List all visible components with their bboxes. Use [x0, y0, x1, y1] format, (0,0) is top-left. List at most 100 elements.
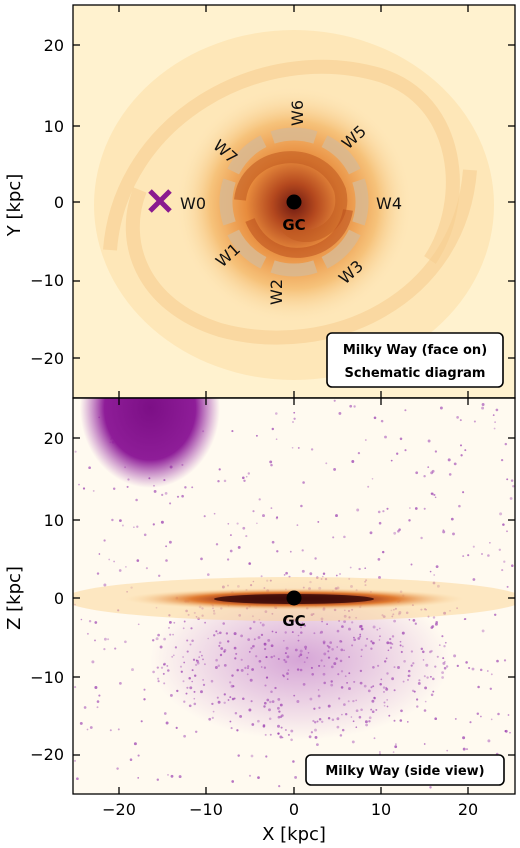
- star-particle: [370, 647, 373, 650]
- star-particle: [186, 650, 189, 653]
- bottom-legend: Milky Way (side view): [305, 754, 505, 786]
- star-particle: [190, 627, 193, 630]
- star-particle: [351, 740, 355, 744]
- star-particle: [331, 648, 334, 651]
- galactic-center-dot: [286, 194, 302, 210]
- star-particle: [293, 417, 296, 420]
- star-particle: [459, 444, 463, 447]
- star-particle: [336, 725, 340, 729]
- star-particle: [407, 674, 410, 677]
- star-particle: [217, 664, 221, 668]
- star-particle: [279, 735, 283, 739]
- star-particle: [210, 679, 214, 683]
- star-particle: [383, 704, 386, 707]
- star-particle: [460, 454, 463, 457]
- star-particle: [290, 738, 293, 742]
- star-particle: [302, 683, 306, 686]
- star-particle: [182, 656, 184, 658]
- star-particle: [299, 626, 303, 629]
- star-particle: [410, 664, 413, 667]
- star-particle: [416, 705, 419, 708]
- star-particle: [504, 730, 507, 733]
- star-particle: [193, 697, 196, 700]
- star-particle: [373, 416, 377, 420]
- star-particle: [267, 638, 271, 642]
- observer-cross-marker: [148, 189, 172, 213]
- star-particle: [225, 632, 229, 635]
- star-particle: [304, 624, 306, 627]
- star-particle: [303, 661, 306, 663]
- star-particle: [489, 542, 491, 544]
- star-particle: [299, 653, 303, 657]
- star-particle: [114, 647, 117, 650]
- star-particle: [481, 406, 485, 410]
- star-particle: [250, 754, 254, 758]
- star-particle: [152, 670, 155, 674]
- star-particle: [321, 620, 324, 623]
- star-particle: [230, 727, 233, 730]
- star-particle: [434, 665, 437, 668]
- star-particle: [282, 639, 285, 642]
- star-particle: [490, 718, 493, 721]
- star-particle: [377, 558, 381, 561]
- star-particle: [418, 679, 421, 682]
- star-particle: [325, 462, 328, 465]
- star-particle: [439, 406, 443, 410]
- star-particle: [333, 399, 336, 402]
- star-particle: [214, 666, 218, 669]
- star-particle: [117, 728, 120, 731]
- star-particle: [266, 698, 270, 702]
- star-particle: [364, 720, 368, 724]
- star-particle: [191, 486, 194, 489]
- star-particle: [271, 700, 275, 703]
- star-particle: [377, 510, 381, 514]
- star-particle: [322, 672, 326, 676]
- star-particle: [434, 717, 438, 721]
- star-particle: [300, 631, 303, 634]
- star-particle: [404, 449, 407, 452]
- star-particle: [202, 658, 204, 661]
- star-particle: [160, 520, 164, 524]
- star-particle: [223, 693, 226, 696]
- top-legend-line-1: Milky Way (face on): [343, 343, 487, 358]
- star-particle: [129, 758, 133, 761]
- star-particle: [323, 681, 326, 685]
- star-particle: [379, 683, 382, 686]
- star-particle: [436, 655, 439, 658]
- star-particle: [172, 654, 175, 657]
- star-particle: [223, 701, 226, 705]
- star-particle: [140, 720, 143, 723]
- star-particle: [371, 478, 374, 480]
- star-particle: [498, 548, 501, 551]
- star-particle: [103, 583, 107, 587]
- star-particle: [310, 666, 313, 669]
- star-particle: [430, 626, 434, 629]
- star-particle: [236, 729, 239, 732]
- star-particle: [377, 664, 380, 667]
- top-legend-box: [326, 332, 504, 388]
- star-particle: [259, 621, 262, 624]
- wedge-label-w0: W0: [180, 194, 206, 213]
- star-particle: [275, 517, 279, 520]
- star-particle: [386, 699, 389, 701]
- star-particle: [133, 742, 137, 746]
- star-particle: [247, 472, 251, 475]
- bottom-y-tick-label: 20: [44, 429, 64, 448]
- star-particle: [181, 494, 184, 498]
- star-particle: [286, 672, 289, 675]
- star-particle: [494, 421, 496, 423]
- star-particle: [222, 622, 225, 625]
- star-particle: [264, 733, 267, 736]
- star-particle: [333, 467, 337, 471]
- star-particle: [201, 654, 203, 657]
- star-particle: [292, 421, 294, 423]
- top-axis-ticks: [73, 5, 515, 398]
- star-particle: [96, 706, 99, 709]
- star-particle: [198, 656, 201, 658]
- inner-spiral-arm: [234, 151, 348, 242]
- star-particle: [393, 689, 396, 692]
- star-particle: [357, 451, 361, 455]
- star-particle: [401, 631, 405, 635]
- star-particle: [340, 686, 344, 689]
- star-particle: [348, 687, 351, 691]
